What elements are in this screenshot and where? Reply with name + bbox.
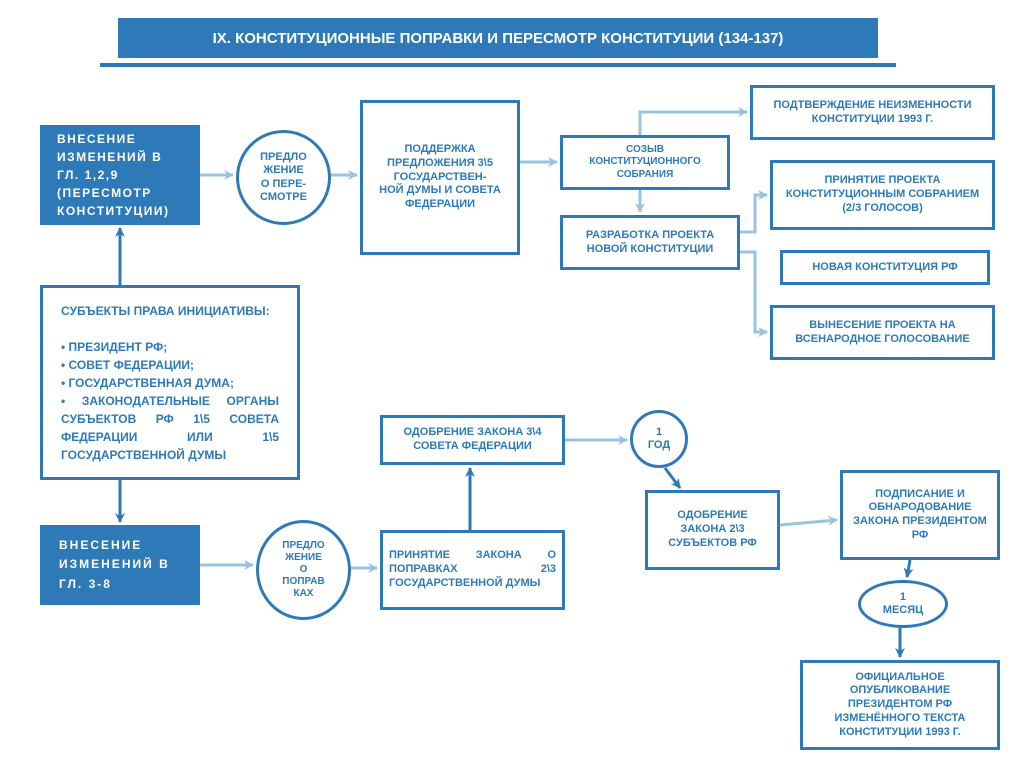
text: ПОДТВЕРЖДЕНИЕ НЕИЗМЕННОСТИ КОНСТИТУЦИИ 1… xyxy=(759,99,986,127)
text: 1 МЕСЯЦ xyxy=(883,591,923,617)
title-text: IX. КОНСТИТУЦИОННЫЕ ПОПРАВКИ И ПЕРЕСМОТР… xyxy=(213,30,784,47)
node-confirm-1993: ПОДТВЕРЖДЕНИЕ НЕИЗМЕННОСТИ КОНСТИТУЦИИ 1… xyxy=(750,85,995,140)
node-signing-publication: ПОДПИСАНИЕ И ОБНАРОДОВАНИЕ ЗАКОНА ПРЕЗИД… xyxy=(840,470,1000,560)
node-draft-new: РАЗРАБОТКА ПРОЕКТА НОВОЙ КОНСТИТУЦИИ xyxy=(560,215,740,270)
text: ПРИНЯТИЕ ЗАКОНА О ПОПРАВКАХ 2\3 ГОСУДАРС… xyxy=(389,549,556,590)
node-proposal-review: ПРЕДЛО ЖЕНИЕ О ПЕРЕ- СМОТРЕ xyxy=(236,130,331,225)
node-adopt-23: ПРИНЯТИЕ ПРОЕКТА КОНСТИТУЦИОННЫМ СОБРАНИ… xyxy=(770,160,995,230)
text: ПРЕДЛО ЖЕНИЕ О ПЕРЕ- СМОТРЕ xyxy=(260,151,307,204)
text: ПРИНЯТИЕ ПРОЕКТА КОНСТИТУЦИОННЫМ СОБРАНИ… xyxy=(779,174,986,215)
text: ПОДДЕРЖКА ПРЕДЛОЖЕНИЯ 3\5 ГОСУДАРСТВЕН- … xyxy=(369,143,511,212)
text: СОЗЫВ КОНСТИТУЦИОННОГО СОБРАНИЯ xyxy=(569,144,721,182)
text: НОВАЯ КОНСТИТУЦИЯ РФ xyxy=(812,261,957,275)
node-revision-129: ВНЕСЕНИЕ ИЗМЕНЕНИЙ В ГЛ. 1,2,9 (ПЕРЕСМОТ… xyxy=(40,125,200,225)
node-changes-38: ВНЕСЕНИЕ ИЗМЕНЕНИЙ В ГЛ. 3-8 xyxy=(40,525,200,605)
node-adopt-law-23-duma: ПРИНЯТИЕ ЗАКОНА О ПОПРАВКАХ 2\3 ГОСУДАРС… xyxy=(380,530,565,610)
node-1-month: 1 МЕСЯЦ xyxy=(858,580,948,628)
text: СУБЪЕКТЫ ПРАВА ИНИЦИАТИВЫ: • ПРЕЗИДЕНТ Р… xyxy=(61,302,279,464)
text: ОФИЦИАЛЬНОЕ ОПУБЛИКОВАНИЕ ПРЕЗИДЕНТОМ РФ… xyxy=(809,671,991,740)
title-bar: IX. КОНСТИТУЦИОННЫЕ ПОПРАВКИ И ПЕРЕСМОТР… xyxy=(118,18,878,58)
node-convene-assembly: СОЗЫВ КОНСТИТУЦИОННОГО СОБРАНИЯ xyxy=(560,135,730,190)
text: ВНЕСЕНИЕ ИЗМЕНЕНИЙ В ГЛ. 3-8 xyxy=(59,536,181,594)
text: РАЗРАБОТКА ПРОЕКТА НОВОЙ КОНСТИТУЦИИ xyxy=(569,229,731,257)
text: ПРЕДЛО ЖЕНИЕ О ПОПРАВ КАХ xyxy=(282,540,324,600)
node-proposal-amendments: ПРЕДЛО ЖЕНИЕ О ПОПРАВ КАХ xyxy=(256,520,351,620)
node-approve-34-sf: ОДОБРЕНИЕ ЗАКОНА 3\4 СОВЕТА ФЕДЕРАЦИИ xyxy=(380,415,565,465)
text: 1 ГОД xyxy=(648,426,670,452)
text: ПОДПИСАНИЕ И ОБНАРОДОВАНИЕ ЗАКОНА ПРЕЗИД… xyxy=(849,488,991,543)
text: ВЫНЕСЕНИЕ ПРОЕКТА НА ВСЕНАРОДНОЕ ГОЛОСОВ… xyxy=(779,319,986,347)
node-official-publication: ОФИЦИАЛЬНОЕ ОПУБЛИКОВАНИЕ ПРЕЗИДЕНТОМ РФ… xyxy=(800,660,1000,750)
text: ОДОБРЕНИЕ ЗАКОНА 3\4 СОВЕТА ФЕДЕРАЦИИ xyxy=(389,426,556,454)
node-initiative-subjects: СУБЪЕКТЫ ПРАВА ИНИЦИАТИВЫ: • ПРЕЗИДЕНТ Р… xyxy=(40,285,300,480)
node-new-constitution: НОВАЯ КОНСТИТУЦИЯ РФ xyxy=(780,250,990,285)
node-support-35: ПОДДЕРЖКА ПРЕДЛОЖЕНИЯ 3\5 ГОСУДАРСТВЕН- … xyxy=(360,100,520,255)
node-national-vote: ВЫНЕСЕНИЕ ПРОЕКТА НА ВСЕНАРОДНОЕ ГОЛОСОВ… xyxy=(770,305,995,360)
text: ОДОБРЕНИЕ ЗАКОНА 2\3 СУБЪЕКТОВ РФ xyxy=(654,509,771,550)
text: ВНЕСЕНИЕ ИЗМЕНЕНИЙ В ГЛ. 1,2,9 (ПЕРЕСМОТ… xyxy=(57,130,183,220)
title-underline xyxy=(100,63,896,67)
node-1-year: 1 ГОД xyxy=(630,410,688,468)
node-approve-23-subjects: ОДОБРЕНИЕ ЗАКОНА 2\3 СУБЪЕКТОВ РФ xyxy=(645,490,780,570)
